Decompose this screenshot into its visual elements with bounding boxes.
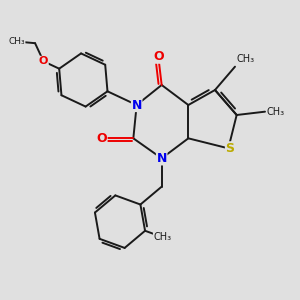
- Text: CH₃: CH₃: [237, 54, 255, 64]
- Text: CH₃: CH₃: [153, 232, 171, 242]
- Text: CH₃: CH₃: [8, 37, 25, 46]
- Text: CH₃: CH₃: [267, 107, 285, 117]
- Text: N: N: [157, 152, 167, 165]
- Text: O: O: [153, 50, 164, 63]
- Text: O: O: [96, 132, 107, 145]
- Text: O: O: [39, 56, 48, 66]
- Text: N: N: [131, 98, 142, 112]
- Text: S: S: [226, 142, 235, 155]
